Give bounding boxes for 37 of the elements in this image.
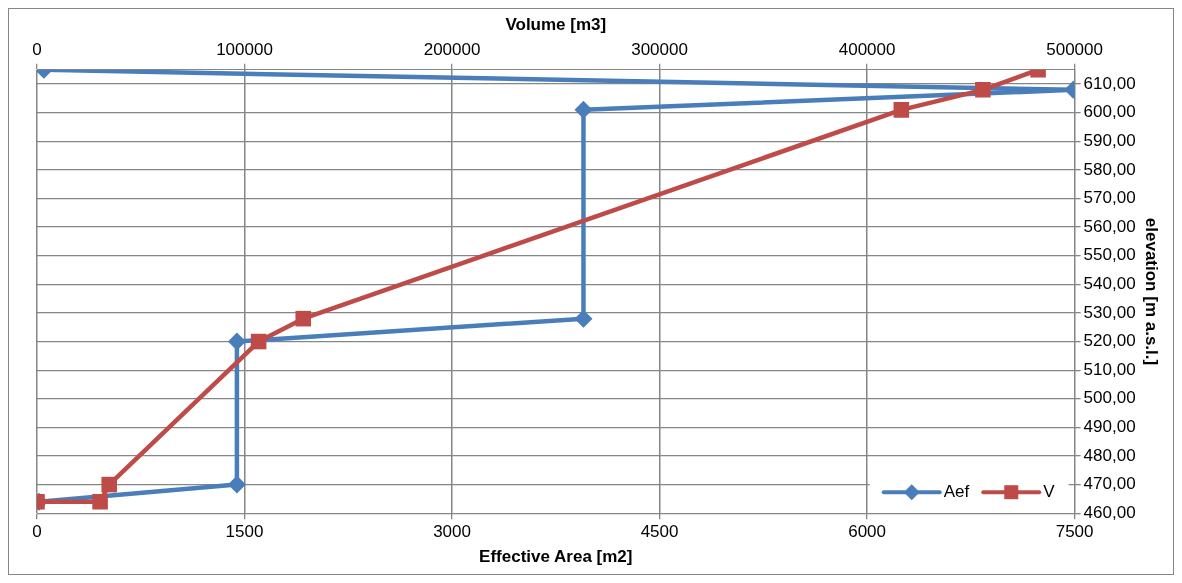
y-tick-label: 510,00 [1083, 359, 1136, 379]
x2-tick-label: 200000 [423, 40, 481, 60]
y-axis-title: elevation [m a.s.l.] [1142, 217, 1162, 366]
y-tick-label: 560,00 [1083, 216, 1136, 236]
y-tick-label: 480,00 [1083, 445, 1136, 465]
y-tick-label: 460,00 [1083, 502, 1136, 522]
x2-tick-label: 400000 [838, 40, 896, 60]
x-tick-label: 7500 [1055, 522, 1094, 542]
x2-tick-label: 0 [32, 40, 42, 60]
x-tick-label: 3000 [433, 522, 471, 542]
y-tick-label: 600,00 [1083, 102, 1136, 122]
x-tick-label: 4500 [640, 522, 679, 542]
y-tick-label: 500,00 [1083, 388, 1136, 408]
x2-tick-label: 300000 [631, 40, 688, 60]
x-tick-label: 0 [32, 522, 42, 542]
y-tick-label: 530,00 [1083, 302, 1136, 322]
y-tick-label: 590,00 [1083, 131, 1136, 150]
y-tick-label: 610,00 [1083, 73, 1136, 93]
point [574, 309, 593, 328]
point [227, 332, 246, 351]
y-tick-label: 520,00 [1083, 331, 1136, 351]
y-tick-label: 490,00 [1083, 417, 1136, 437]
y-tick-label: 580,00 [1083, 159, 1136, 179]
x-tick-label: 6000 [848, 522, 886, 542]
y-tick-label: 570,00 [1083, 188, 1136, 208]
x-axis-title: Effective Area [m2] [479, 547, 633, 567]
point [574, 100, 593, 119]
x-tick-label: 1500 [225, 522, 264, 542]
x2-tick-label: 500000 [1046, 40, 1103, 60]
y-tick-label: 540,00 [1083, 274, 1136, 294]
y-tick-label: 550,00 [1083, 245, 1136, 265]
legend-label: Aef [943, 481, 970, 501]
x2-axis-title: Volume [m3] [505, 14, 607, 34]
point [227, 475, 246, 494]
legend-label: V [1043, 481, 1056, 501]
y-tick-label: 470,00 [1083, 474, 1136, 494]
x2-tick-label: 100000 [216, 40, 273, 60]
